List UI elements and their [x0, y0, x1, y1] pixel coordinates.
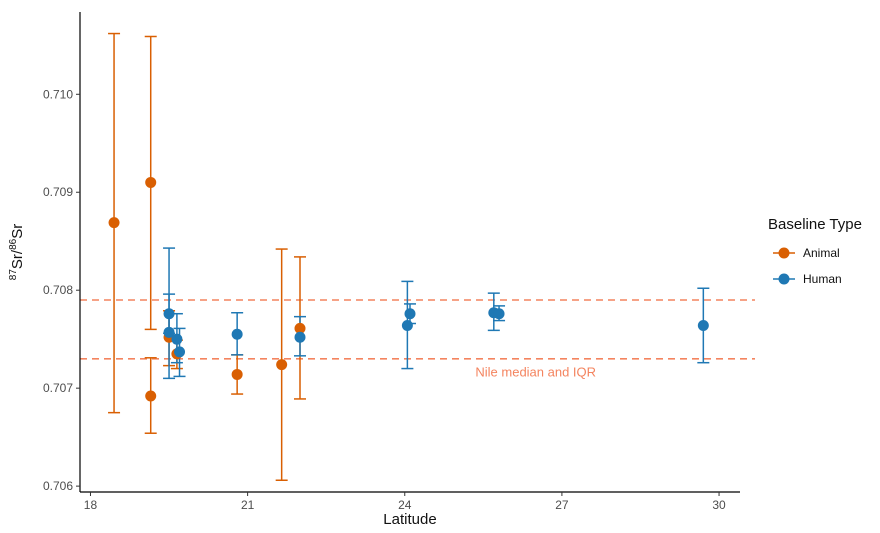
human-point: [493, 308, 505, 320]
y-axis-title-sup2: 86: [8, 238, 19, 250]
legend-item-animal: Animal: [773, 246, 840, 260]
human-point: [401, 319, 413, 331]
human-point: [174, 346, 186, 358]
axes: 18 21 24 27 30 0.706 0.707 0.708 0.709 0.710: [43, 12, 740, 512]
reference-annotation: Nile median and IQR: [475, 365, 596, 380]
human-point: [163, 308, 175, 320]
animal-point: [294, 322, 306, 334]
legend: Baseline Type Animal Human: [768, 216, 862, 286]
human-point: [697, 319, 709, 331]
y-tick-label: 0.708: [43, 283, 73, 297]
data-points: [108, 176, 709, 402]
legend-label-animal: Animal: [803, 246, 840, 260]
y-axis-title: 87Sr/86Sr: [8, 224, 26, 280]
human-point: [404, 308, 416, 320]
animal-point: [276, 359, 288, 371]
animal-point: [231, 368, 243, 380]
animal-point: [108, 217, 120, 229]
human-point: [231, 328, 243, 340]
human-point: [171, 333, 183, 345]
legend-item-human: Human: [773, 272, 842, 286]
y-axis-title-part1: Sr/: [9, 249, 26, 269]
legend-items: Animal Human: [773, 246, 842, 286]
y-tick-label: 0.707: [43, 381, 73, 395]
y-ticks: 0.706 0.707 0.708 0.709 0.710: [43, 87, 80, 493]
reference-lines: [80, 299, 755, 360]
y-tick-label: 0.710: [43, 87, 73, 101]
y-axis-title-part2: Sr: [9, 224, 26, 239]
animal-point: [145, 390, 157, 402]
animal-point: [145, 176, 157, 188]
legend-key-point: [778, 273, 790, 285]
y-tick-label: 0.709: [43, 185, 73, 199]
x-tick-label: 21: [241, 498, 255, 512]
x-tick-label: 18: [84, 498, 98, 512]
y-axis-title-sup1: 87: [8, 269, 19, 281]
plot-area: Nile median and IQR: [80, 32, 755, 481]
x-tick-label: 30: [712, 498, 726, 512]
y-tick-label: 0.706: [43, 479, 73, 493]
human-point: [163, 326, 175, 338]
legend-label-human: Human: [803, 272, 842, 286]
x-tick-label: 24: [398, 498, 412, 512]
legend-key-point: [778, 247, 790, 259]
legend-title: Baseline Type: [768, 216, 862, 233]
x-tick-label: 27: [555, 498, 569, 512]
svg-text:87Sr/86Sr: 87Sr/86Sr: [8, 224, 26, 280]
human-point: [294, 331, 306, 343]
x-axis-title: Latitude: [383, 511, 436, 528]
error-bars: [108, 32, 710, 481]
x-ticks: 18 21 24 27 30: [84, 492, 726, 512]
